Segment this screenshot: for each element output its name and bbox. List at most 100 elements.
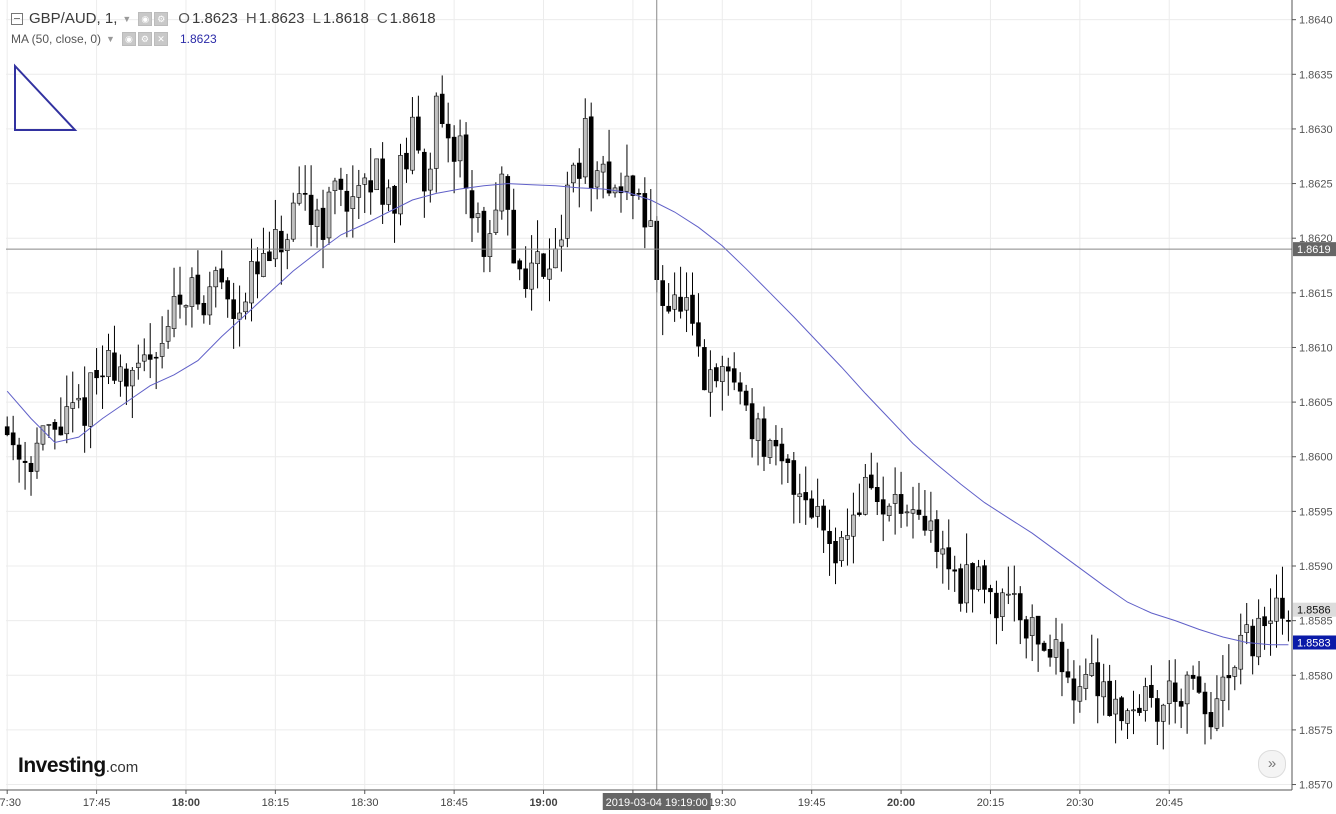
symbol-label[interactable]: GBP/AUD, 1,: [29, 10, 118, 27]
candle-body: [28, 462, 34, 472]
candle-body: [70, 402, 76, 409]
candle-body: [76, 397, 82, 401]
candle-body: [791, 460, 797, 495]
candle-body: [827, 531, 832, 544]
time-tick-label: 20:15: [977, 797, 1005, 809]
candle-body: [1172, 682, 1178, 702]
price-axis[interactable]: 1.86401.86351.86301.86251.86201.86151.86…: [1291, 0, 1333, 792]
candle-body: [576, 162, 582, 179]
candle-body: [988, 588, 993, 593]
candle-body: [904, 511, 910, 514]
candle-body: [380, 158, 385, 205]
candle-body: [1125, 710, 1130, 724]
candle-body: [225, 280, 230, 300]
candle-body: [1077, 686, 1083, 702]
candle-body: [332, 180, 338, 192]
candle-body: [427, 168, 433, 191]
candle-body: [666, 305, 671, 312]
candle-body: [1035, 615, 1041, 645]
candle-body: [600, 163, 606, 173]
candle-body: [785, 458, 791, 464]
price-tick-label: 1.8580: [1299, 670, 1333, 682]
candle-body: [10, 432, 16, 446]
candle-body: [34, 442, 40, 472]
candle-body: [994, 592, 999, 619]
grid: [6, 0, 1292, 790]
candle-body: [731, 368, 737, 383]
candle-body: [344, 190, 350, 212]
candle-body: [928, 520, 934, 531]
candle-body: [737, 382, 743, 392]
candle-body: [386, 187, 391, 205]
candle-body: [1208, 712, 1214, 728]
candle-body: [350, 196, 356, 210]
candle-body: [797, 493, 803, 498]
close-key: C: [376, 10, 388, 27]
candle-body: [934, 519, 940, 552]
scroll-to-end-button[interactable]: »: [1258, 750, 1286, 778]
candle-body: [16, 444, 22, 460]
chevron-down-icon[interactable]: ▼: [122, 13, 132, 24]
candle-body: [1053, 639, 1059, 658]
candle-body: [618, 186, 624, 194]
close-icon[interactable]: ✕: [153, 32, 168, 46]
candle-body: [1268, 620, 1273, 624]
candle-body: [863, 476, 868, 515]
eye-icon[interactable]: ◉: [138, 11, 153, 26]
candle-body: [523, 268, 528, 290]
candle-body: [809, 498, 814, 518]
eye-icon[interactable]: ◉: [121, 32, 136, 46]
candle-body: [874, 487, 880, 502]
candle-body: [147, 354, 153, 360]
collapse-icon[interactable]: [11, 12, 23, 25]
axis-tags: 1.8619 1.8586 1.8583 2019-03-04 19:19:00: [602, 242, 1336, 810]
time-tick-label: 17:45: [83, 797, 111, 809]
candle-body: [833, 540, 838, 564]
price-tick-label: 1.8600: [1299, 452, 1333, 464]
candle-body: [857, 512, 862, 515]
gear-icon[interactable]: ⚙: [154, 11, 169, 26]
candle-body: [237, 312, 242, 320]
candle-body: [368, 180, 374, 193]
candle-body: [159, 343, 165, 357]
candle-body: [1262, 616, 1267, 627]
candle-body: [1089, 663, 1095, 676]
candle-body: [94, 370, 99, 379]
triangle-drawing[interactable]: [14, 63, 78, 131]
candle-body: [422, 151, 427, 192]
open-key: O: [178, 10, 190, 27]
candle-body: [58, 426, 64, 436]
candle-body: [1119, 697, 1124, 722]
candle-body: [141, 354, 147, 362]
candle-body: [135, 362, 141, 368]
candles: [4, 75, 1291, 750]
candle-body: [541, 253, 546, 277]
candle-body: [1196, 676, 1202, 693]
candle-body: [1244, 624, 1250, 633]
candle-body: [529, 262, 534, 290]
candle-body: [946, 547, 952, 570]
candle-body: [130, 369, 135, 387]
candle-body: [499, 173, 505, 212]
candle-body: [261, 253, 266, 277]
candle-body: [493, 209, 499, 233]
candle-body: [1071, 678, 1077, 701]
candle-body: [910, 509, 916, 514]
candle-body: [1226, 675, 1232, 679]
candle-body: [672, 294, 677, 310]
candle-body: [201, 302, 207, 316]
gear-icon[interactable]: ⚙: [137, 32, 152, 46]
candle-body: [1178, 701, 1184, 707]
chevron-down-icon[interactable]: ▼: [106, 34, 115, 44]
low-key: L: [312, 10, 321, 27]
candle-body: [708, 369, 713, 393]
candle-body: [571, 164, 576, 184]
time-tick-label: 18:45: [440, 797, 468, 809]
candle-body: [439, 93, 445, 124]
candle-body: [880, 499, 886, 515]
ma-label[interactable]: MA (50, close, 0): [11, 32, 102, 46]
candle-body: [153, 356, 159, 359]
candle-body: [231, 299, 236, 319]
price-tick-label: 1.8595: [1299, 506, 1333, 518]
